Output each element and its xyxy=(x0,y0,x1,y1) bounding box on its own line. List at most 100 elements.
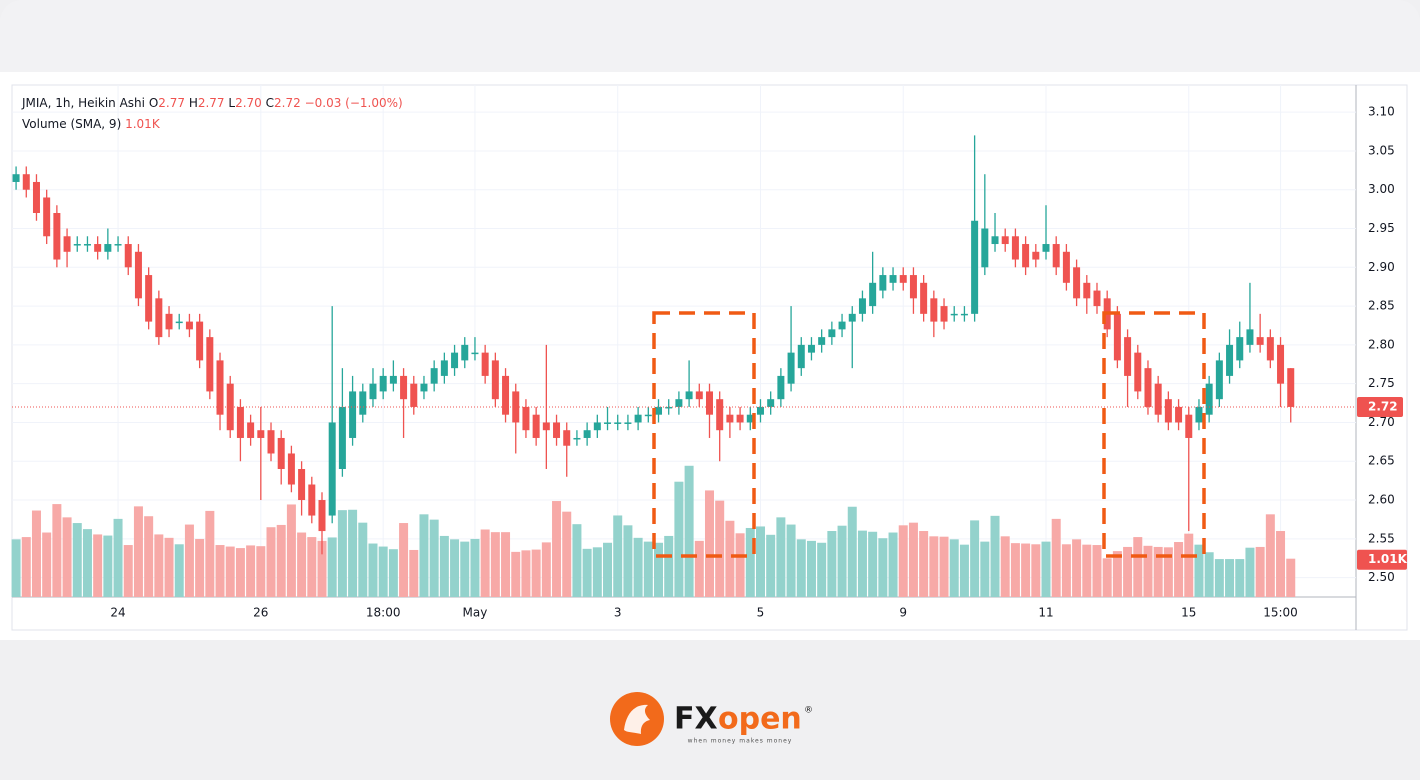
candle-body xyxy=(379,375,387,392)
x-tick-label: 11 xyxy=(1038,606,1053,620)
volume-bar xyxy=(674,481,684,597)
candle-body xyxy=(420,383,428,392)
chart-frame xyxy=(11,84,1408,631)
symbol: JMIA, 1h, Heikin Ashi xyxy=(22,96,145,110)
candle-body xyxy=(1052,244,1060,268)
volume-bar xyxy=(317,540,327,597)
volume-bar xyxy=(501,532,511,597)
last-price-label: 2.72 xyxy=(1368,399,1398,413)
candle-body xyxy=(695,391,703,400)
candle-body xyxy=(1236,337,1244,361)
volume-bar xyxy=(1021,543,1031,597)
y-tick-label: 2.65 xyxy=(1368,454,1395,468)
x-tick-label: 3 xyxy=(614,606,622,620)
volume-bar xyxy=(664,535,674,597)
candle-body xyxy=(971,220,979,314)
volume-bar xyxy=(31,510,41,597)
candle-body xyxy=(206,337,214,392)
candle-body xyxy=(767,399,775,407)
volume-bar xyxy=(195,538,205,597)
volume-bar xyxy=(1123,546,1133,597)
volume-bar xyxy=(572,524,582,597)
volume-bar xyxy=(327,537,337,597)
volume-bar xyxy=(460,541,470,597)
volume-bar xyxy=(1153,546,1163,597)
candle-body xyxy=(960,313,968,316)
volume-bar xyxy=(511,551,521,597)
candle-body xyxy=(318,500,326,532)
volume-bar xyxy=(786,524,796,597)
logo: FX open ® when money makes money xyxy=(610,692,813,746)
volume-bar xyxy=(694,540,704,597)
candle-body xyxy=(451,352,459,369)
candle-body xyxy=(818,337,826,345)
volume-bar xyxy=(11,539,21,597)
volume-bar xyxy=(643,541,653,597)
y-tick-label: 2.80 xyxy=(1368,337,1395,351)
volume-bar xyxy=(1061,544,1071,597)
candle-body xyxy=(267,430,275,454)
volume-bar xyxy=(970,520,980,597)
candle-body xyxy=(32,181,40,213)
volume-bar xyxy=(103,535,113,597)
candle-body xyxy=(471,352,479,355)
candle-body xyxy=(787,352,795,384)
candle-body xyxy=(655,406,663,415)
volume-bar xyxy=(898,525,908,597)
volume-bar xyxy=(817,542,827,597)
volume-bar xyxy=(133,506,143,597)
h-label: H xyxy=(188,96,198,110)
candle-body xyxy=(287,453,295,485)
volume-title: Volume (SMA, 9) xyxy=(22,117,122,131)
volume-bar xyxy=(307,537,317,597)
volume-bar xyxy=(847,506,857,597)
volume-bar xyxy=(1092,545,1102,597)
candle-body xyxy=(879,275,887,291)
candle-body xyxy=(614,422,622,424)
volume-bar xyxy=(1143,545,1153,597)
candle-body xyxy=(338,406,346,469)
candle-body xyxy=(542,422,550,431)
volume-bar xyxy=(623,525,633,597)
logo-emblem xyxy=(624,704,650,734)
volume-bar xyxy=(225,546,235,597)
candle-body xyxy=(502,375,510,415)
volume-bar xyxy=(745,527,755,597)
candle-body xyxy=(277,437,285,469)
volume-bar xyxy=(113,518,123,597)
volume-bar xyxy=(1286,558,1296,597)
candle-body xyxy=(369,383,377,400)
candle-body xyxy=(308,484,316,516)
logo-registered: ® xyxy=(804,706,813,716)
candle-body xyxy=(940,306,948,322)
volume-bar xyxy=(776,517,786,597)
volume-bar xyxy=(1204,552,1214,597)
candle-body xyxy=(858,298,866,314)
candle-body xyxy=(848,313,856,322)
candle-body xyxy=(716,399,724,431)
o-label: O xyxy=(148,96,159,110)
candle-body xyxy=(73,244,81,246)
candle-body xyxy=(828,329,836,338)
y-tick-label: 2.50 xyxy=(1368,570,1395,584)
volume-bar xyxy=(715,500,725,597)
x-tick-label: May xyxy=(463,606,488,620)
candle-body xyxy=(481,352,489,376)
volume-bar xyxy=(154,534,164,597)
top-band xyxy=(0,0,1420,72)
candle-body xyxy=(43,197,51,237)
volume-bar xyxy=(368,543,378,597)
candle-body xyxy=(94,244,102,252)
candle-body xyxy=(563,430,571,446)
candle-body xyxy=(807,344,815,353)
y-tick-label: 2.70 xyxy=(1368,415,1395,429)
change: −0.03 (−1.00%) xyxy=(304,96,403,110)
l-value: 2.70 xyxy=(235,96,262,110)
candle-body xyxy=(756,406,764,415)
x-tick-label: 24 xyxy=(110,606,125,620)
volume-bar xyxy=(552,501,562,597)
candle-body xyxy=(1175,406,1183,423)
volume-bar xyxy=(1000,536,1010,597)
candle-body xyxy=(920,282,928,314)
